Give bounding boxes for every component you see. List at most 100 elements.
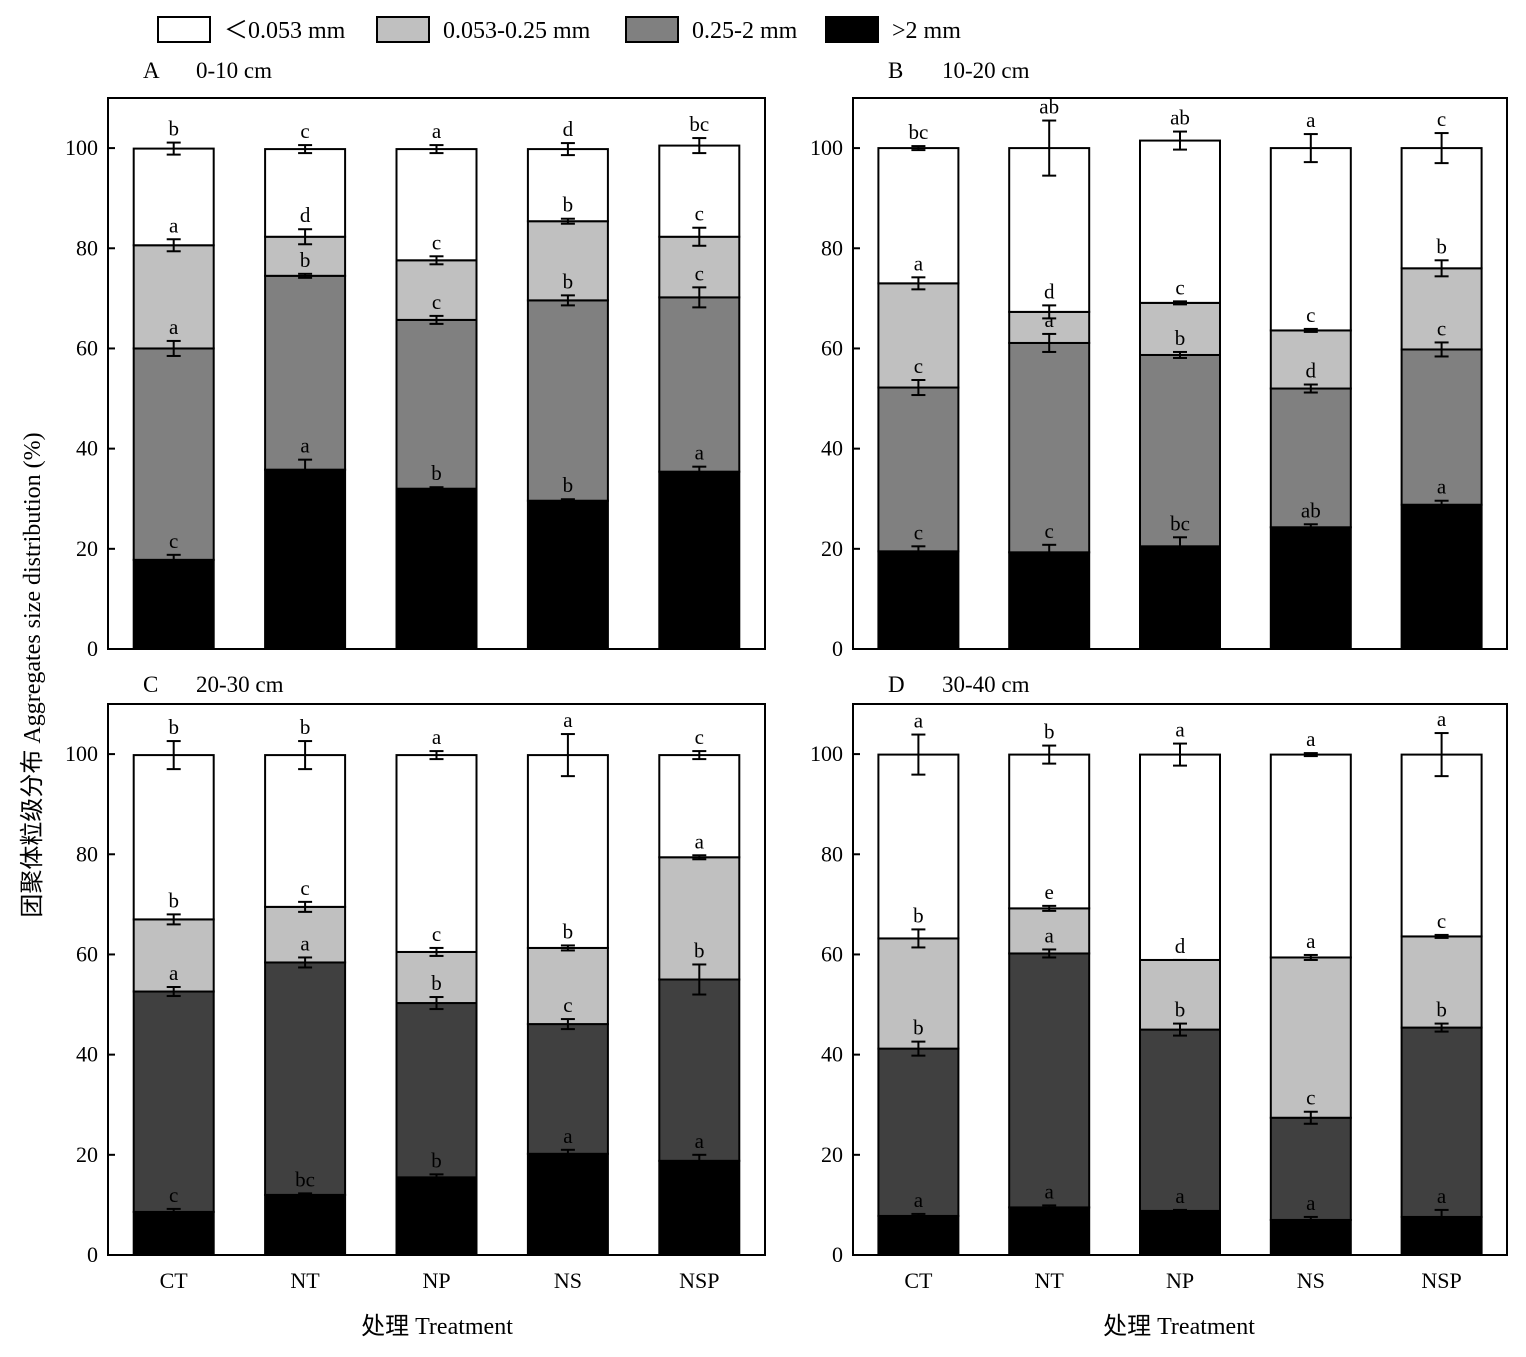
panel-d-ytick-label-60: 60 [821, 941, 843, 966]
panel-a-bar-ct-gt2mm [132, 558, 215, 651]
panel-c-sig-label-ns-0-25-2mm: c [563, 993, 572, 1017]
panel-c-bar-ct-0-25-2mm [132, 990, 215, 1213]
panel-a-errorbar-ns-0-053-0-25mm [560, 217, 575, 225]
panel-c-bar-nsp-0-25-2mm [658, 978, 741, 1162]
panel-c-sig-label-ct-lt0-053mm: b [168, 715, 179, 739]
panel-d-errorbar-ns-gt2mm [1303, 1215, 1318, 1224]
panel-d-sig-label-ct-0-25-2mm: b [913, 1016, 924, 1040]
panel-c-errorbar-ns-lt0-053mm [560, 733, 575, 778]
panel-a-bar-np-0-25-2mm [395, 318, 478, 490]
panel-c-errorbar-ct-0-25-2mm [166, 986, 181, 998]
panel-d-letter: D [888, 672, 905, 697]
panel-a-ytick-label-100: 100 [65, 135, 98, 160]
panel-d-bar-ct-0-053-0-25mm [877, 937, 960, 1050]
panel-a-sig-label-nsp-gt2mm: a [695, 441, 705, 465]
panel-c-errorbar-ct-0-053-0-25mm [166, 913, 181, 926]
panel-c-sig-label-nsp-gt2mm: a [695, 1129, 705, 1153]
panel-b-errorbar-nsp-gt2mm [1434, 499, 1449, 510]
panel-d-xtick-label-nt: NT [1035, 1268, 1065, 1293]
panel-a-errorbar-np-0-053-0-25mm [429, 255, 444, 266]
panel-c-sig-label-nsp-lt0-053mm: c [695, 725, 704, 749]
panel-c-sig-label-ct-0-053-0-25mm: b [168, 888, 179, 912]
panel-d-bar-nt-0-25-2mm [1008, 952, 1091, 1209]
panel-d-bar-ns-lt0-053mm [1269, 753, 1352, 959]
panel-d-errorbar-nsp-gt2mm [1434, 1208, 1449, 1225]
panel-c-ytick-label-100: 100 [65, 741, 98, 766]
panel-d-ytick-label-80: 80 [821, 841, 843, 866]
panel-c-bar-ns-0-053-0-25mm [526, 946, 609, 1026]
panel-c-bar-nsp-gt2mm [658, 1159, 741, 1257]
panel-a-bar-np-lt0-053mm [395, 148, 478, 262]
legend-label-micro: 0.053-0.25 mm [443, 18, 591, 44]
panel-d-bar-np-0-053-0-25mm [1139, 958, 1221, 1031]
panel-a-letter: A [143, 58, 160, 83]
panel-d-sig-label-ns-lt0-053mm: a [1306, 727, 1316, 751]
panel-d-bar-nt-gt2mm [1008, 1206, 1091, 1257]
legend-label-small-macro: 0.25-2 mm [692, 18, 798, 44]
panel-b-sig-label-np-gt2mm: bc [1170, 511, 1190, 535]
panel-d-sig-label-np-0-053-0-25mm: d [1175, 934, 1186, 958]
panel-a-errorbar-nt-gt2mm [298, 458, 313, 481]
panel-c-xtick-label-nsp: NSP [679, 1268, 719, 1293]
panel-d-frame [852, 703, 1508, 1256]
legend-label-fine: ＜0.053 mm [224, 18, 346, 44]
panel-c-sig-label-np-0-053-0-25mm: c [432, 922, 441, 946]
panel-d-sig-label-np-gt2mm: a [1175, 1184, 1185, 1208]
panel-a-ytick-label-60: 60 [76, 335, 98, 360]
panel-a-bar-ns-0-25-2mm [526, 299, 609, 502]
panel-d-sig-label-ns-0-25-2mm: c [1306, 1086, 1315, 1110]
panel-d-sig-label-nt-0-25-2mm: a [1045, 923, 1055, 947]
panel-d-sig-label-nsp-0-25-2mm: b [1436, 998, 1447, 1022]
panel-b-errorbar-ns-lt0-053mm [1303, 133, 1318, 164]
panel-c-errorbar-np-lt0-053mm [429, 750, 444, 761]
panel-c-bar-nsp-0-053-0-25mm [658, 856, 741, 981]
panel-c-bar-np-0-25-2mm [395, 1002, 478, 1179]
panel-b-ytick-label-100: 100 [810, 135, 843, 160]
panel-d-sig-label-nsp-0-053-0-25mm: c [1437, 909, 1446, 933]
panel-c-xtick-label-ct: CT [160, 1268, 189, 1293]
panel-c-errorbar-ct-lt0-053mm [166, 740, 181, 771]
panel-b-letter: B [888, 58, 903, 83]
panel-b-bar-nsp-lt0-053mm [1400, 147, 1483, 270]
panel-c: 020406080100CTcabbNTbcacbNPbbcaNSacbaNSP… [65, 703, 766, 1293]
panel-a-sig-label-ct-gt2mm: c [169, 529, 178, 553]
panel-b-sig-label-nt-0-25-2mm: a [1045, 308, 1055, 332]
panel-d-errorbar-ct-0-25-2mm [911, 1040, 926, 1057]
panel-a-errorbar-ct-0-25-2mm [166, 339, 181, 357]
panel-a-bar-nt-gt2mm [264, 468, 347, 651]
panel-d-errorbar-nt-0-053-0-25mm [1042, 904, 1057, 912]
panel-c-bar-ct-gt2mm [132, 1210, 215, 1257]
panel-d-sig-label-nt-0-053-0-25mm: e [1045, 880, 1054, 904]
panel-d-errorbar-np-gt2mm [1173, 1208, 1187, 1213]
panel-d-xtick-label-np: NP [1166, 1268, 1194, 1293]
panel-b-sig-label-nt-gt2mm: c [1045, 519, 1054, 543]
panel-c-errorbar-nsp-0-25-2mm [692, 963, 707, 996]
panel-a-errorbar-nsp-gt2mm [692, 465, 707, 478]
panel-c-ytick-label-20: 20 [76, 1142, 98, 1167]
panel-b-bar-ct-gt2mm [877, 550, 960, 651]
panel-b-bar-nsp-0-053-0-25mm [1400, 267, 1483, 351]
panel-c-errorbar-ns-0-25-2mm [560, 1018, 575, 1031]
panel-b-errorbar-nt-lt0-053mm [1042, 119, 1057, 177]
panel-b-sig-label-ct-0-25-2mm: c [914, 354, 923, 378]
panel-c-bar-ct-0-053-0-25mm [132, 918, 215, 993]
panel-c-xtick-label-ns: NS [554, 1268, 582, 1293]
panel-b-sig-label-np-0-053-0-25mm: c [1175, 275, 1184, 299]
panel-a-frame [107, 97, 766, 650]
panel-d-xtick-label-ct: CT [904, 1268, 933, 1293]
panel-c-bar-ns-gt2mm [526, 1152, 609, 1257]
panel-b-depth: 10-20 cm [942, 58, 1030, 83]
panel-d-errorbar-np-0-25-2mm [1173, 1022, 1187, 1037]
panel-c-sig-label-ct-0-25-2mm: a [169, 961, 179, 985]
panel-a-bar-np-0-053-0-25mm [395, 259, 478, 321]
x-axis-title-left: 处理 Treatment [361, 1313, 513, 1340]
panel-a-bar-ns-gt2mm [526, 499, 609, 650]
panel-a-sig-label-ct-lt0-053mm: b [168, 117, 179, 141]
panel-b-errorbar-np-0-25-2mm [1173, 350, 1187, 359]
panel-a-sig-label-np-gt2mm: b [431, 461, 442, 485]
panel-d-depth: 30-40 cm [942, 672, 1030, 697]
panel-c-errorbar-nt-0-25-2mm [298, 956, 313, 969]
panel-d-errorbar-nt-lt0-053mm [1042, 744, 1057, 765]
